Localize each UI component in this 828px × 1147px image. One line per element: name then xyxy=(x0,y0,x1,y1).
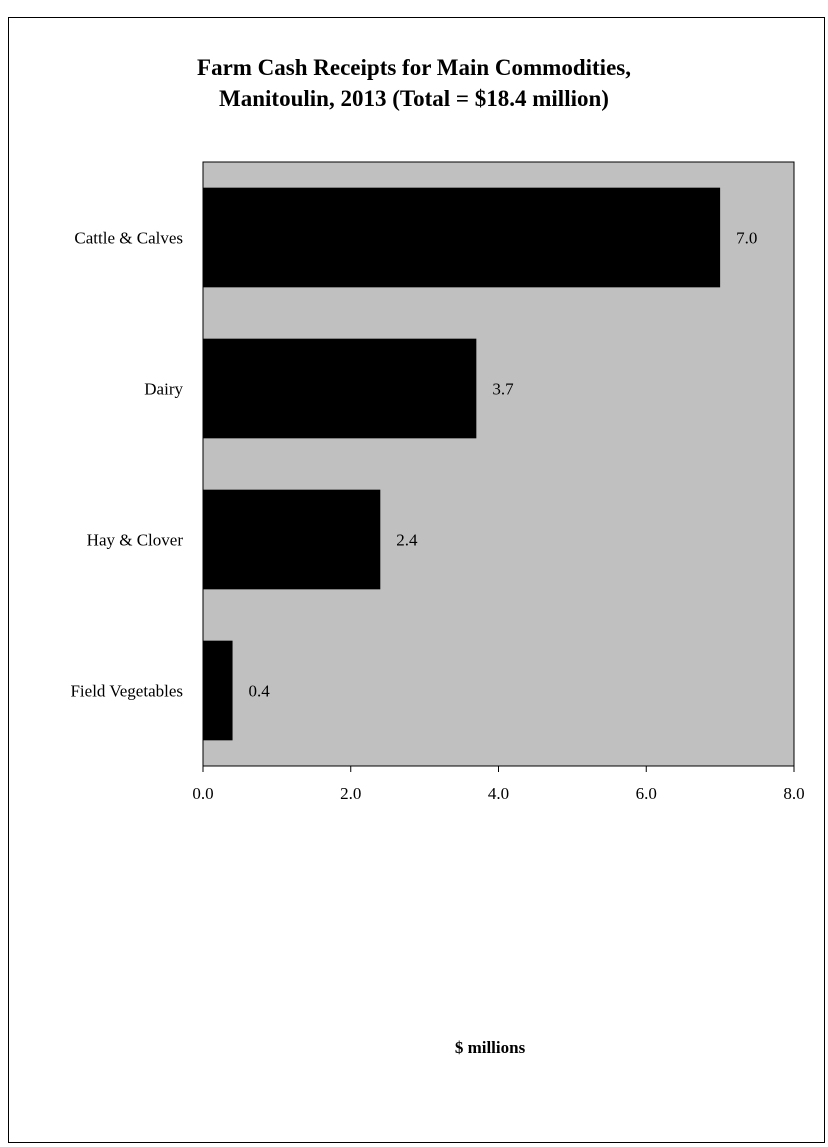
data-label-2: 2.4 xyxy=(396,531,418,550)
axis-layer: 0.0 2.0 4.0 6.0 8.0 xyxy=(192,766,805,803)
bar-1 xyxy=(203,338,477,439)
data-label-1: 3.7 xyxy=(492,380,514,399)
data-label-3: 0.4 xyxy=(249,682,271,701)
data-label-0: 7.0 xyxy=(736,229,757,248)
bar-0 xyxy=(203,187,721,288)
category-label-0: Cattle & Calves xyxy=(74,229,183,248)
x-tick-label-4: 8.0 xyxy=(783,784,804,803)
category-label-2: Hay & Clover xyxy=(87,531,184,550)
category-label-1: Dairy xyxy=(144,380,183,399)
chart-title-line-1: Farm Cash Receipts for Main Commodities, xyxy=(197,55,631,80)
x-tick-label-2: 4.0 xyxy=(488,784,509,803)
bar-2 xyxy=(203,489,381,590)
x-tick-label-0: 0.0 xyxy=(192,784,213,803)
category-label-3: Field Vegetables xyxy=(70,682,183,701)
chart-title-line-2: Manitoulin, 2013 (Total = $18.4 million) xyxy=(219,86,609,111)
x-axis-label: $ millions xyxy=(455,1038,526,1057)
bars-layer: 7.0 Cattle & Calves 3.7 Dairy 2.4 Hay & Clove… xyxy=(70,187,757,741)
x-tick-label-3: 6.0 xyxy=(636,784,657,803)
bar-3 xyxy=(203,640,233,741)
x-tick-label-1: 2.0 xyxy=(340,784,361,803)
